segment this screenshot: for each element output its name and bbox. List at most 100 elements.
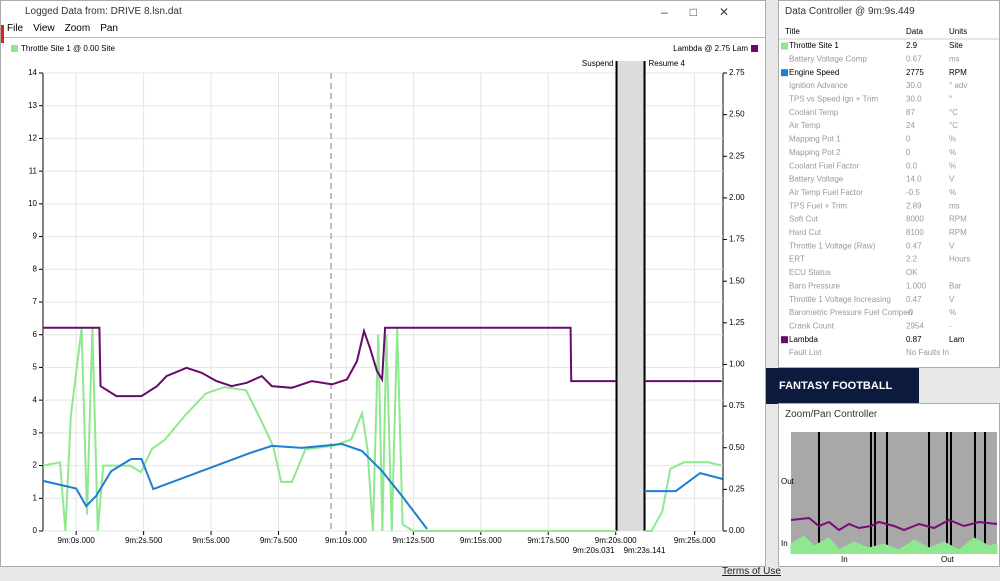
- cell: 2.9: [906, 41, 918, 50]
- cell: 2.89: [906, 201, 922, 210]
- cell: 2.2: [906, 255, 918, 264]
- banner: FANTASY FOOTBALL: [765, 368, 919, 404]
- overview-label: In: [781, 539, 788, 548]
- series-line: [644, 472, 723, 493]
- gap-end-label: 9m:23s.141: [624, 546, 666, 555]
- x-tick-label: 9m:20s.000: [595, 536, 637, 545]
- cell: Battery Voltage: [789, 175, 844, 184]
- cell: Coolant Temp: [789, 108, 839, 117]
- cell: -0.5: [906, 188, 920, 197]
- series-line: [43, 326, 617, 398]
- cell: Barometric Pressure Fuel Compen: [789, 308, 912, 317]
- cell: Lam: [949, 335, 965, 344]
- x-tick-label: 9m:12s.500: [392, 536, 434, 545]
- zoom-pan-controller: Zoom/Pan Controller In Out Out In: [778, 403, 1000, 567]
- y-tick-label: 9: [33, 232, 38, 241]
- main-window: Logged Data from: DRIVE 8.lsn.dat –□✕ Fi…: [0, 0, 766, 567]
- cell: ERT: [789, 255, 805, 264]
- overview-markers: [818, 432, 986, 554]
- y2-tick-label: 2.75: [729, 68, 745, 77]
- y-tick-label: 13: [28, 101, 37, 110]
- cell: 0: [906, 135, 911, 144]
- cell: Fault List: [789, 348, 822, 357]
- row-swatch: [781, 69, 788, 77]
- controller-title: Data Controller @ 9m:9s.449: [779, 1, 999, 23]
- cell: 30.0: [906, 95, 922, 104]
- cell: Throttle 1 Voltage (Raw): [789, 241, 876, 250]
- menu-item[interactable]: File: [7, 23, 24, 34]
- cell: Hard Cut: [789, 228, 822, 237]
- menu-item[interactable]: Pan: [100, 23, 118, 34]
- cell: Coolant Fuel Factor: [789, 161, 860, 170]
- y-tick-label: 14: [28, 68, 37, 77]
- overview-throttle: [790, 535, 998, 554]
- cell: °C: [949, 108, 958, 117]
- menu-item[interactable]: View: [33, 23, 55, 34]
- cell: %: [949, 148, 956, 157]
- series-line: [42, 328, 617, 532]
- overview-label: Out: [941, 555, 955, 564]
- overview-label: Out: [781, 477, 795, 486]
- menu-item[interactable]: Zoom: [64, 23, 91, 34]
- y-tick-label: 0: [33, 526, 38, 535]
- cell: TPS Fuel + Trim: [789, 201, 847, 210]
- cell: OK: [906, 268, 918, 277]
- column-header: Title: [785, 27, 800, 36]
- cell: Battery Voltage Comp: [789, 54, 867, 63]
- cell: Hours: [949, 255, 970, 264]
- x-tick-label: 9m:10s.000: [325, 536, 367, 545]
- cell: RPM: [949, 68, 967, 77]
- cell: Engine Speed: [789, 68, 839, 77]
- cell: Throttle Site 1: [789, 41, 839, 50]
- y-tick-label: 10: [28, 199, 37, 208]
- y-tick-label: 2: [33, 461, 38, 470]
- cell: 0: [906, 148, 911, 157]
- red-marker: [1, 25, 4, 43]
- cell: V: [949, 175, 955, 184]
- series-line: [42, 442, 428, 530]
- y-tick-label: 3: [33, 428, 38, 437]
- resume-label: Resume 4: [649, 59, 686, 68]
- data-controller: Data Controller @ 9m:9s.449 Title Data Uni…: [778, 0, 1000, 368]
- cell: 2775: [906, 68, 924, 77]
- cell: 1.000: [906, 281, 927, 290]
- y-tick-label: 4: [33, 395, 38, 404]
- cell: ECU Status: [789, 268, 831, 277]
- y-tick-label: 1: [33, 493, 38, 502]
- cell: 0.47: [906, 295, 922, 304]
- series-line: [644, 461, 722, 532]
- y2-tick-label: 1.25: [729, 318, 745, 327]
- y2-tick-label: 0.50: [729, 443, 745, 452]
- chart: 012345678910111213140.000.250.500.751.00…: [11, 44, 758, 555]
- terms-link[interactable]: Terms of Use: [722, 566, 781, 577]
- window-title: Logged Data from: DRIVE 8.lsn.dat: [1, 1, 765, 23]
- y-tick-label: 5: [33, 363, 38, 372]
- cell: 14.0: [906, 175, 922, 184]
- x-tick-label: 9m:5s.000: [192, 536, 230, 545]
- x-tick-label: 9m:7s.500: [260, 536, 298, 545]
- column-header: Units: [949, 27, 967, 36]
- cell: Throttle 1 Voltage Increasing: [789, 295, 891, 304]
- suspend-band: [616, 61, 645, 531]
- data-table: Title Data Units Throttle Site 1 2.9 Site Batt…: [779, 27, 999, 357]
- y2-tick-label: 0.00: [729, 526, 745, 535]
- cell: 0.47: [906, 241, 922, 250]
- y-tick-label: 6: [33, 330, 38, 339]
- cell: Mapping Pot 1: [789, 135, 841, 144]
- cell: V: [949, 241, 955, 250]
- cell: ° adv: [949, 81, 967, 90]
- zoom-pan-view: In Out Out In: [781, 432, 998, 564]
- y-tick-label: 11: [29, 166, 38, 175]
- legend-label: Throttle Site 1 @ 0.00 Site: [21, 44, 115, 53]
- cell: Soft Cut: [789, 215, 819, 224]
- legend-swatch: [751, 45, 758, 52]
- cell: °: [949, 95, 952, 104]
- cell: 87: [906, 108, 915, 117]
- cell: 8100: [906, 228, 924, 237]
- cell: RPM: [949, 228, 967, 237]
- cell: %: [949, 308, 956, 317]
- y-tick-label: 8: [33, 264, 38, 273]
- cell: -: [949, 321, 952, 330]
- overview-label: In: [841, 555, 848, 564]
- cell: Bar: [949, 281, 962, 290]
